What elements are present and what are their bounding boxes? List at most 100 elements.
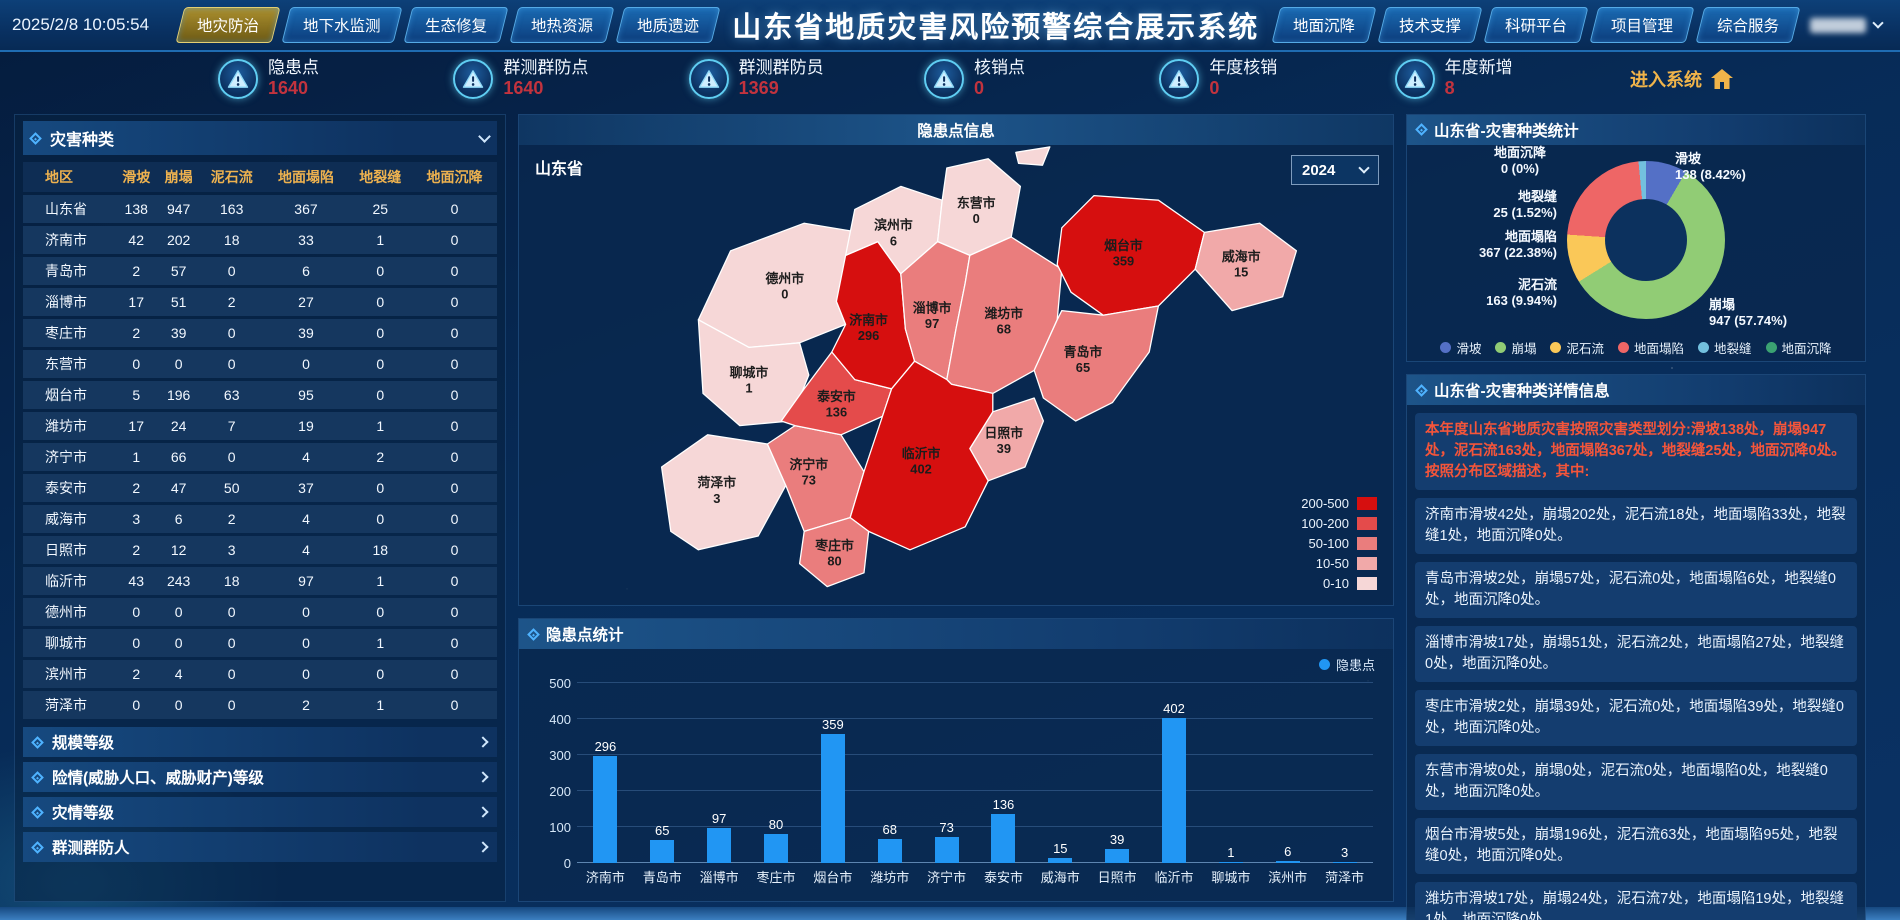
table-cell: 0 [412, 195, 497, 223]
y-tick-label: 500 [549, 676, 571, 691]
map-region-青岛市[interactable] [1033, 305, 1160, 422]
timestamp: 2025/2/8 10:05:54 [12, 15, 150, 34]
map-region-威海市[interactable] [1194, 222, 1298, 312]
gridline [577, 718, 1373, 719]
bar-panel-header: 隐患点统计 [519, 619, 1393, 649]
nav-tab-地下水监测[interactable]: 地下水监测 [281, 7, 403, 43]
table-cell: 0 [412, 319, 497, 347]
nav-tab-label: 项目管理 [1610, 18, 1673, 35]
donut-chart [1567, 160, 1725, 319]
nav-tab-项目管理[interactable]: 项目管理 [1589, 7, 1695, 43]
table-cell: 66 [157, 443, 200, 471]
donut-label-name: 崩塌 [1709, 296, 1736, 312]
map-region-菏泽市[interactable] [660, 434, 787, 551]
table-cell: 0 [412, 350, 497, 378]
section-群测群防人[interactable]: 群测群防人 [23, 832, 497, 862]
nav-tab-技术支撑[interactable]: 技术支撑 [1377, 7, 1483, 43]
table-cell: 临沂市 [23, 567, 115, 595]
table-row[interactable]: 济宁市 1 66 0 4 2 0 [23, 443, 497, 471]
section-灾情等级[interactable]: 灾情等级 [23, 797, 497, 827]
table-row[interactable]: 日照市 2 12 3 4 18 0 [23, 536, 497, 564]
diamond-icon [31, 770, 44, 784]
donut-label-滑坡: 滑坡 138 (8.42%) [1675, 151, 1805, 184]
table-row[interactable]: 聊城市 0 0 0 0 1 0 [23, 629, 497, 657]
nav-tab-地面沉降[interactable]: 地面沉降 [1271, 7, 1377, 43]
table-row[interactable]: 枣庄市 2 39 0 39 0 0 [23, 319, 497, 347]
table-row[interactable]: 泰安市 2 47 50 37 0 0 [23, 474, 497, 502]
table-cell: 4 [263, 505, 349, 533]
center-column: 隐患点信息 德州市 0 聊城市 1 菏泽市 3 济宁市 73 泰安市 136 济南市 296 滨州市 6 东… [518, 114, 1394, 902]
donut-label-地裂缝: 地裂缝 25 (1.52%) [1415, 189, 1557, 222]
table-cell: 3 [199, 536, 264, 564]
enter-system-button[interactable]: 进入系统 [1630, 66, 1734, 92]
table-row[interactable]: 济南市 42 202 18 33 1 0 [23, 226, 497, 254]
map-legend-item: 200-500 [1301, 496, 1377, 511]
table-row[interactable]: 烟台市 5 196 63 95 0 0 [23, 381, 497, 409]
table-row[interactable]: 菏泽市 0 0 0 2 1 0 [23, 691, 497, 719]
y-tick-label: 400 [549, 712, 571, 727]
table-cell: 0 [263, 629, 349, 657]
table-cell: 6 [157, 505, 200, 533]
table-cell: 0 [348, 505, 413, 533]
table-cell: 5 [115, 381, 158, 409]
table-cell: 0 [412, 505, 497, 533]
table-cell: 196 [157, 381, 200, 409]
nav-tab-label: 综合服务 [1716, 18, 1779, 35]
table-cell: 138 [115, 195, 158, 223]
disaster-types-table: 地区 滑坡 崩塌 泥石流 地面塌陷 地裂缝 地面沉降 山东省 138 947 163 367 25 0 济… [23, 159, 497, 722]
table-cell: 0 [348, 660, 413, 688]
detail-item: 烟台市滑坡5处，崩塌196处，泥石流63处，地面塌陷95处，地裂缝0处，地面沉降… [1415, 818, 1857, 875]
bar-青岛市: 65 [634, 823, 691, 863]
map-region-临沂市[interactable] [849, 360, 994, 551]
table-cell: 50 [199, 474, 264, 502]
table-cell: 0 [115, 598, 158, 626]
table-row[interactable]: 临沂市 43 243 18 97 1 0 [23, 567, 497, 595]
table-row[interactable]: 东营市 0 0 0 0 0 0 [23, 350, 497, 378]
table-row[interactable]: 威海市 3 6 2 4 0 0 [23, 505, 497, 533]
nav-tab-生态修复[interactable]: 生态修复 [403, 7, 509, 43]
nav-tab-综合服务[interactable]: 综合服务 [1695, 7, 1801, 43]
donut-legend-地面沉降: 地面沉降 [1765, 338, 1832, 357]
table-row[interactable]: 德州市 0 0 0 0 0 0 [23, 598, 497, 626]
x-axis-label: 济南市 [585, 870, 625, 885]
table-row[interactable]: 滨州市 2 4 0 0 0 0 [23, 660, 497, 688]
warning-triangle-icon [227, 70, 249, 88]
disaster-types-header[interactable]: 灾害种类 [23, 121, 497, 155]
stat-label: 群测群防点 [503, 57, 589, 77]
bar-rect [764, 834, 788, 863]
year-select[interactable]: 2024 [1291, 155, 1379, 185]
section-险情(威胁人口、威胁财产)等级[interactable]: 险情(威胁人口、威胁财产)等级 [23, 762, 497, 792]
nav-tab-地灾防治[interactable]: 地灾防治 [175, 7, 281, 43]
table-row[interactable]: 潍坊市 17 24 7 19 1 0 [23, 412, 497, 440]
donut-label-name: 地面塌陷 [1504, 228, 1557, 244]
nav-tab-地质遗迹[interactable]: 地质遗迹 [615, 7, 721, 43]
user-menu[interactable] [1810, 17, 1884, 33]
donut-label-value: 947 (57.74%) [1709, 313, 1788, 329]
table-row[interactable]: 山东省 138 947 163 367 25 0 [23, 195, 497, 223]
section-规模等级[interactable]: 规模等级 [23, 727, 497, 757]
donut-legend-label: 崩塌 [1511, 342, 1537, 356]
nav-tab-地热资源[interactable]: 地热资源 [509, 7, 615, 43]
collapse-chevron-icon[interactable] [478, 129, 491, 143]
bar-chart-panel: 隐患点统计 隐患点 0 100 200 300 400 500 296 65 97 80 359 68… [518, 618, 1394, 902]
nav-tab-label: 科研平台 [1504, 18, 1567, 35]
bar-value-label: 402 [1163, 701, 1185, 717]
bar-value-label: 1 [1227, 844, 1235, 860]
table-cell: 烟台市 [23, 381, 115, 409]
table-row[interactable]: 淄博市 17 51 2 27 0 0 [23, 288, 497, 316]
detail-item: 青岛市滑坡2处，崩塌57处，泥石流0处，地面塌陷6处，地裂缝0处，地面沉降0处。 [1415, 562, 1857, 619]
donut-label-value: 367 (22.38%) [1478, 245, 1557, 261]
warning-triangle-icon [1169, 70, 1190, 88]
table-cell: 0 [412, 257, 497, 285]
table-cell: 367 [263, 195, 349, 223]
table-row[interactable]: 青岛市 2 57 0 6 0 0 [23, 257, 497, 285]
table-cell: 1 [348, 567, 413, 595]
map-legend-swatch [1357, 557, 1377, 570]
map-region-烟台市[interactable] [1056, 194, 1206, 316]
detail-item: 潍坊市滑坡17处，崩塌24处，泥石流7处，地面塌陷19处，地裂缝1处，地面沉降0… [1415, 882, 1857, 920]
top-header: 2025/2/8 10:05:54 地灾防治 地下水监测 生态修复 地热资源 地质遗迹 … [0, 0, 1900, 52]
map-region-枣庄市[interactable] [798, 516, 870, 588]
stats-row: 隐患点 1640 群测群防点 1640 群测群防员 1369 核销点 0 年度核销 0 年度新增 8 … [0, 52, 1900, 106]
nav-tab-科研平台[interactable]: 科研平台 [1483, 7, 1589, 43]
bar-value-label: 73 [939, 819, 954, 835]
